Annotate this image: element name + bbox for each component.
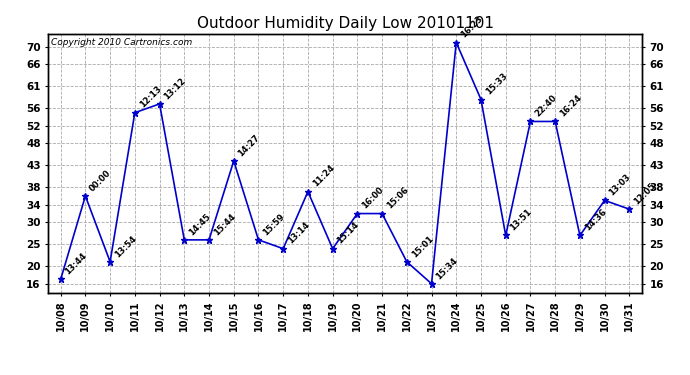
Text: 13:12: 13:12 (162, 76, 188, 101)
Text: 15:06: 15:06 (385, 186, 410, 211)
Text: Copyright 2010 Cartronics.com: Copyright 2010 Cartronics.com (51, 38, 193, 46)
Text: 13:44: 13:44 (63, 251, 89, 277)
Text: 00:00: 00:00 (88, 168, 113, 193)
Text: 12:13: 12:13 (137, 85, 163, 110)
Text: 15:33: 15:33 (484, 72, 509, 97)
Text: 11:24: 11:24 (310, 164, 336, 189)
Text: 16:24: 16:24 (558, 93, 583, 118)
Text: 13:03: 13:03 (607, 172, 633, 198)
Text: 15:14: 15:14 (335, 220, 361, 246)
Text: 13:51: 13:51 (509, 207, 534, 233)
Text: 13:14: 13:14 (286, 220, 311, 246)
Text: 14:27: 14:27 (237, 133, 262, 158)
Text: 16:23: 16:23 (459, 15, 484, 40)
Text: 13:54: 13:54 (113, 234, 138, 259)
Text: 15:44: 15:44 (212, 212, 237, 237)
Title: Outdoor Humidity Daily Low 20101101: Outdoor Humidity Daily Low 20101101 (197, 16, 493, 31)
Text: 15:01: 15:01 (410, 234, 435, 259)
Text: 16:00: 16:00 (360, 186, 385, 211)
Text: 15:34: 15:34 (434, 256, 460, 281)
Text: 14:36: 14:36 (582, 207, 608, 233)
Text: 15:59: 15:59 (262, 212, 286, 237)
Text: 14:45: 14:45 (187, 212, 213, 237)
Text: 12:05: 12:05 (632, 181, 658, 206)
Text: 22:40: 22:40 (533, 93, 558, 118)
